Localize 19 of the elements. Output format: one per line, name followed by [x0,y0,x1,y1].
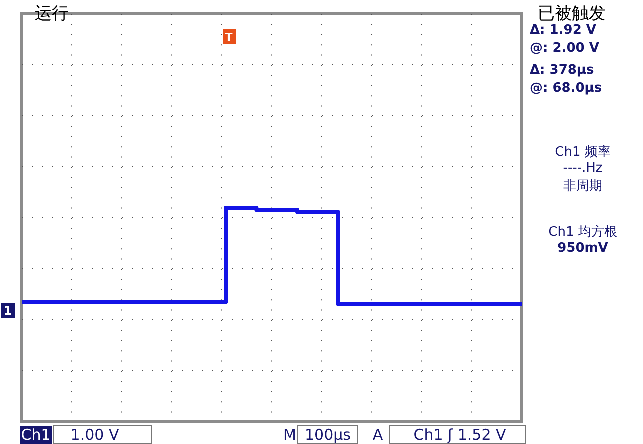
text: 运行 [35,4,69,24]
text: 100µs [305,426,352,444]
text: ----.Hz [563,161,603,176]
text: 非周期 [564,179,602,194]
text: 1 [4,304,12,318]
text: Ch1 ʃ 1.52 V [414,426,507,444]
text: 已被触发 [538,4,606,24]
text: @: 68.0µs [530,81,602,96]
text: 950mV [558,241,608,256]
text: @: 2.00 V [530,41,600,56]
text: Ch1 均方根 [548,224,618,240]
text: Δ: 378µs [530,63,594,78]
text: A [372,426,384,444]
text: T [225,31,234,44]
text: Ch1 频率 [555,144,611,160]
text: 1.00 V [70,426,120,444]
text: Δ: 1.92 V [530,23,596,38]
text: M [284,426,296,444]
text: Ch1 [21,426,51,444]
